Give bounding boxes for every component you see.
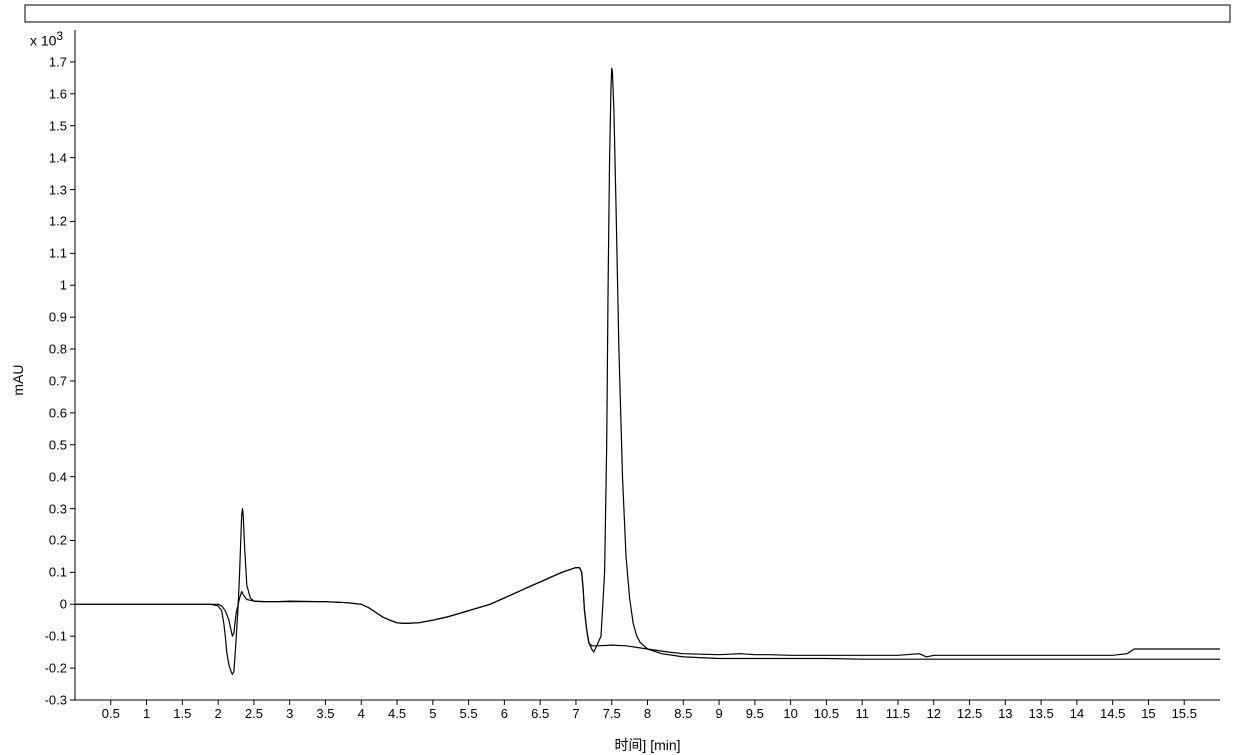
x-tick-label: 7 <box>572 706 579 721</box>
y-tick-label: 1.6 <box>27 86 67 101</box>
x-tick-label: 5 <box>429 706 436 721</box>
y-tick-label: 1.1 <box>27 246 67 261</box>
y-tick-label: 0.9 <box>27 310 67 325</box>
x-tick-label: 10.5 <box>814 706 839 721</box>
y-tick-label: 1.3 <box>27 182 67 197</box>
y-tick-label: -0.3 <box>27 693 67 708</box>
x-tick-label: 4 <box>358 706 365 721</box>
y-tick-label: 1.5 <box>27 118 67 133</box>
y-tick-label: 0 <box>27 597 67 612</box>
x-tick-label: 10 <box>783 706 797 721</box>
x-tick-label: 4.5 <box>388 706 406 721</box>
x-tick-label: 3.5 <box>316 706 334 721</box>
y-tick-label: -0.2 <box>27 661 67 676</box>
x-tick-label: 8 <box>644 706 651 721</box>
x-tick-label: 14 <box>1070 706 1084 721</box>
y-tick-label: 0.3 <box>27 501 67 516</box>
y-tick-label: -0.1 <box>27 629 67 644</box>
chart-container: x 103 mAU 时间] [min] -0.3-0.2-0.100.10.20… <box>0 0 1240 755</box>
y-tick-label: 1 <box>27 278 67 293</box>
x-tick-label: 15.5 <box>1172 706 1197 721</box>
x-tick-label: 12 <box>927 706 941 721</box>
x-tick-label: 8.5 <box>674 706 692 721</box>
x-tick-label: 1.5 <box>173 706 191 721</box>
x-tick-label: 15 <box>1141 706 1155 721</box>
y-tick-label: 0.1 <box>27 565 67 580</box>
x-tick-label: 13 <box>998 706 1012 721</box>
x-tick-label: 6.5 <box>531 706 549 721</box>
y-tick-label: 1.2 <box>27 214 67 229</box>
x-tick-label: 1 <box>143 706 150 721</box>
y-tick-label: 0.5 <box>27 437 67 452</box>
x-tick-label: 7.5 <box>603 706 621 721</box>
x-tick-label: 0.5 <box>102 706 120 721</box>
x-tick-label: 14.5 <box>1100 706 1125 721</box>
y-tick-label: 0.8 <box>27 342 67 357</box>
y-tick-label: 1.7 <box>27 54 67 69</box>
x-tick-label: 3 <box>286 706 293 721</box>
x-tick-label: 12.5 <box>957 706 982 721</box>
y-tick-label: 1.4 <box>27 150 67 165</box>
x-tick-label: 6 <box>501 706 508 721</box>
y-tick-label: 0.2 <box>27 533 67 548</box>
x-tick-label: 9 <box>715 706 722 721</box>
x-tick-label: 11.5 <box>886 706 910 721</box>
y-tick-label: 0.6 <box>27 405 67 420</box>
x-tick-label: 9.5 <box>746 706 764 721</box>
x-tick-label: 13.5 <box>1028 706 1053 721</box>
chart-svg <box>0 0 1240 755</box>
x-tick-label: 2 <box>215 706 222 721</box>
x-tick-label: 2.5 <box>245 706 263 721</box>
x-tick-label: 11 <box>855 706 869 721</box>
y-tick-label: 0.7 <box>27 373 67 388</box>
y-tick-label: 0.4 <box>27 469 67 484</box>
x-tick-label: 5.5 <box>460 706 478 721</box>
